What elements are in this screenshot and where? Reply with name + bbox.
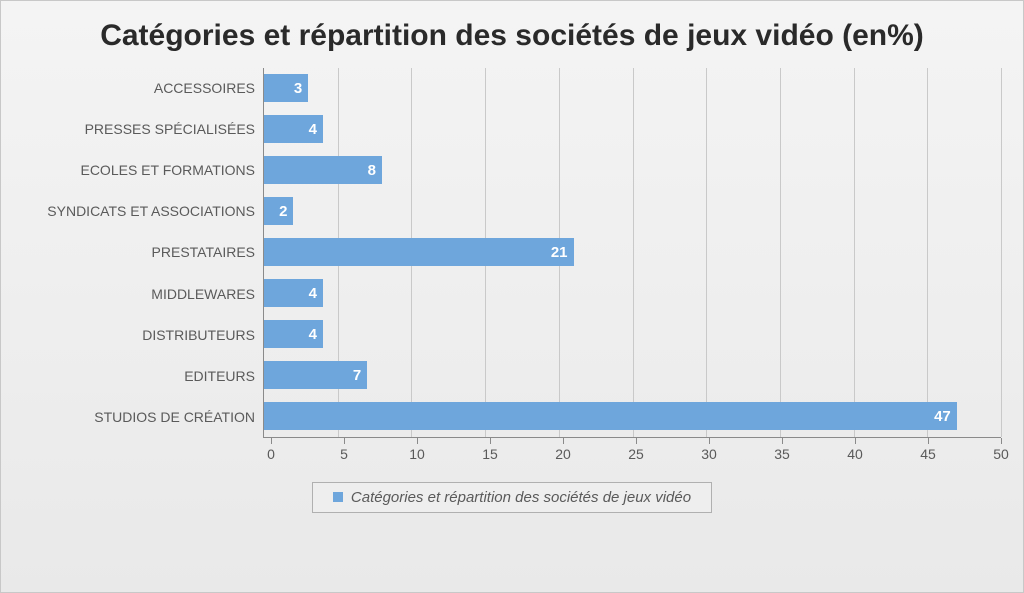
- x-tick-mark: [636, 438, 637, 444]
- x-tick-label: 5: [340, 446, 348, 462]
- bars-group: 34822144747: [264, 68, 1001, 437]
- bar: 21: [264, 238, 574, 266]
- x-axis-spacer: [23, 442, 271, 466]
- x-tick-mark: [855, 438, 856, 444]
- legend-label: Catégories et répartition des sociétés d…: [351, 489, 691, 506]
- x-tick-label: 20: [555, 446, 571, 462]
- y-axis-label: ECOLES ET FORMATIONS: [80, 162, 255, 178]
- y-axis-label: SYNDICATS ET ASSOCIATIONS: [47, 203, 255, 219]
- y-axis-label: DISTRIBUTEURS: [142, 327, 255, 343]
- bar-value-label: 8: [368, 162, 376, 179]
- y-axis-label: ACCESSOIRES: [154, 80, 255, 96]
- bar-row: 21: [264, 238, 1001, 266]
- y-axis-label: PRESSES SPÉCIALISÉES: [85, 121, 255, 137]
- x-tick-label: 50: [993, 446, 1009, 462]
- x-tick-label: 40: [847, 446, 863, 462]
- legend-swatch: [333, 492, 343, 502]
- x-tick-mark: [271, 438, 272, 444]
- x-tick-label: 25: [628, 446, 644, 462]
- x-tick-label: 15: [482, 446, 498, 462]
- bar-value-label: 4: [309, 121, 317, 138]
- x-axis-row: 05101520253035404550: [23, 442, 1001, 466]
- bar: 7: [264, 361, 367, 389]
- bar: 4: [264, 279, 323, 307]
- bar-row: 4: [264, 320, 1001, 348]
- y-axis-label: PRESTATAIRES: [152, 244, 255, 260]
- x-tick-mark: [782, 438, 783, 444]
- bar-row: 47: [264, 402, 1001, 430]
- x-tick-label: 45: [920, 446, 936, 462]
- x-tick-label: 10: [409, 446, 425, 462]
- x-tick-mark: [928, 438, 929, 444]
- y-axis-label: MIDDLEWARES: [151, 286, 255, 302]
- bar-row: 2: [264, 197, 1001, 225]
- bar: 4: [264, 115, 323, 143]
- chart-title: Catégories et répartition des sociétés d…: [23, 19, 1001, 54]
- legend-box: Catégories et répartition des sociétés d…: [312, 482, 712, 513]
- bar: 3: [264, 74, 308, 102]
- bar-value-label: 2: [279, 203, 287, 220]
- y-axis-label: STUDIOS DE CRÉATION: [94, 409, 255, 425]
- x-tick-mark: [563, 438, 564, 444]
- gridline: [1001, 68, 1002, 437]
- bar-row: 3: [264, 74, 1001, 102]
- y-axis-label: EDITEURS: [184, 368, 255, 384]
- legend: Catégories et répartition des sociétés d…: [23, 482, 1001, 513]
- x-tick-mark: [490, 438, 491, 444]
- bar-value-label: 7: [353, 367, 361, 384]
- x-axis-ticks: 05101520253035404550: [271, 442, 1001, 466]
- x-tick-mark: [709, 438, 710, 444]
- bar-row: 8: [264, 156, 1001, 184]
- bar: 47: [264, 402, 957, 430]
- bar-value-label: 21: [551, 244, 568, 261]
- bar-value-label: 4: [309, 285, 317, 302]
- bar: 8: [264, 156, 382, 184]
- bar-value-label: 47: [934, 408, 951, 425]
- bar-row: 4: [264, 115, 1001, 143]
- bar-row: 4: [264, 279, 1001, 307]
- chart-container: Catégories et répartition des sociétés d…: [0, 0, 1024, 593]
- bar-row: 7: [264, 361, 1001, 389]
- x-tick-mark: [1001, 438, 1002, 444]
- plot-area: 34822144747: [263, 68, 1001, 438]
- plot-wrap: ACCESSOIRES PRESSES SPÉCIALISÉES ECOLES ET…: [23, 68, 1001, 438]
- x-tick-mark: [344, 438, 345, 444]
- bar-value-label: 3: [294, 80, 302, 97]
- bar: 4: [264, 320, 323, 348]
- bar-value-label: 4: [309, 326, 317, 343]
- y-axis-labels: ACCESSOIRES PRESSES SPÉCIALISÉES ECOLES ET…: [23, 68, 263, 438]
- x-tick-label: 30: [701, 446, 717, 462]
- x-tick-label: 35: [774, 446, 790, 462]
- bar: 2: [264, 197, 293, 225]
- x-tick-mark: [417, 438, 418, 444]
- x-tick-label: 0: [267, 446, 275, 462]
